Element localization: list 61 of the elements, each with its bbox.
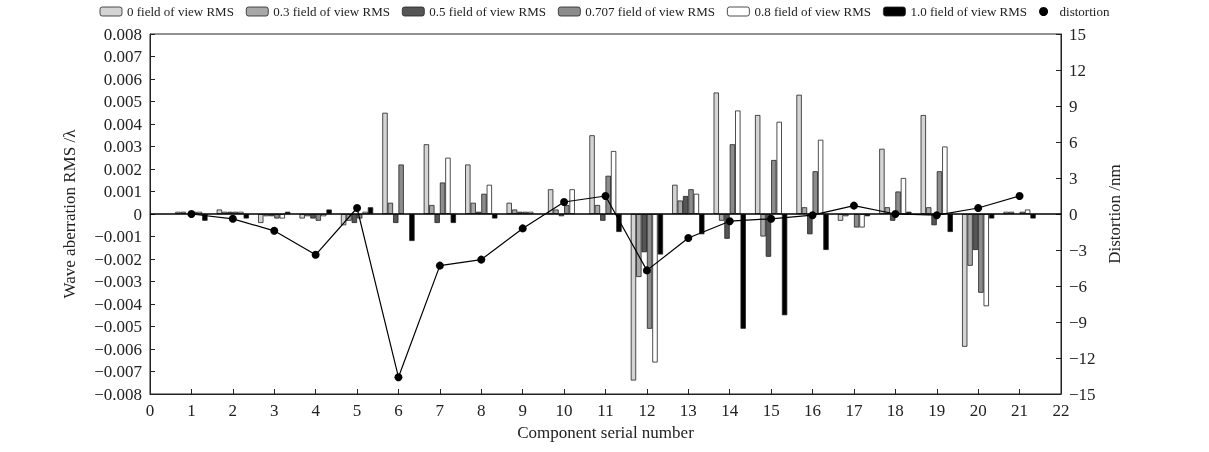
- x-tick-label: 1: [187, 401, 196, 420]
- legend-label: 0.707 field of view RMS: [585, 4, 715, 19]
- x-tick-label: 12: [638, 401, 656, 420]
- x-tick-label: 6: [394, 401, 403, 420]
- y2-tick-label: 15: [1069, 24, 1086, 44]
- y-tick-label: −0.003: [94, 272, 142, 291]
- legend-label: 0.5 field of view RMS: [429, 4, 546, 19]
- x-tick-label: 15: [762, 401, 780, 420]
- y2-tick-label: −6: [1069, 276, 1088, 296]
- x-tick-label: 20: [969, 401, 987, 420]
- y-tick-label: 0.008: [103, 24, 142, 44]
- y-tick-label: 0.003: [103, 137, 142, 156]
- y-tick-label: 0.006: [103, 69, 142, 89]
- x-tick-label: 11: [597, 401, 614, 420]
- y-tick-label: −0.004: [94, 294, 143, 314]
- x-tick-label: 16: [804, 401, 822, 420]
- x-tick-label: 5: [352, 401, 362, 420]
- y-tick-label: −0.001: [94, 227, 142, 246]
- x-tick-label: 13: [679, 401, 697, 420]
- x-tick-label: 0: [145, 401, 155, 420]
- y2-tick-label: 12: [1069, 60, 1086, 80]
- y2-tick-label: −12: [1069, 348, 1096, 368]
- x-tick-label: 3: [269, 401, 279, 420]
- x-tick-label: 19: [928, 401, 946, 420]
- x-tick-label: 8: [477, 401, 486, 420]
- x-tick-label: 10: [555, 401, 573, 420]
- legend-label: distortion: [1059, 4, 1110, 19]
- x-tick-label: 2: [228, 401, 238, 420]
- y-tick-label: −0.005: [94, 317, 142, 336]
- y-tick-label: 0.007: [103, 47, 143, 66]
- x-tick-label: 17: [845, 401, 863, 420]
- x-tick-label: 14: [721, 401, 739, 420]
- y2-tick-label: 6: [1069, 132, 1078, 152]
- x-tick-label: 18: [886, 401, 904, 420]
- legend-label: 0.3 field of view RMS: [273, 4, 390, 19]
- y-axis-title: Wave aberration RMS /λ: [60, 128, 79, 299]
- y2-tick-label: 0: [1069, 204, 1078, 224]
- legend-label: 1.0 field of view RMS: [910, 4, 1028, 19]
- y2-tick-label: −15: [1069, 384, 1096, 404]
- x-tick-label: 22: [1052, 401, 1070, 420]
- x-tick-label: 4: [311, 401, 321, 420]
- y2-tick-label: 9: [1069, 96, 1078, 116]
- y-tick-label: 0.005: [103, 92, 142, 111]
- legend-label: 0.8 field of view RMS: [754, 4, 872, 19]
- y2-axis-title: Distortion /nm: [1105, 164, 1125, 264]
- y-tick-label: 0.004: [103, 114, 143, 134]
- y-tick-label: 0.002: [103, 159, 142, 179]
- y-tick-label: −0.002: [94, 249, 142, 269]
- legend-label: 0 field of view RMS: [127, 4, 234, 19]
- y2-tick-label: −3: [1069, 240, 1088, 260]
- x-tick-label: 7: [435, 401, 445, 420]
- y-tick-label: −0.008: [94, 384, 142, 404]
- y-tick-label: 0: [133, 204, 142, 224]
- y-tick-label: −0.007: [94, 362, 143, 381]
- x-axis-title: Component serial number: [517, 422, 695, 442]
- y-tick-label: −0.006: [94, 339, 142, 359]
- y-tick-label: 0.001: [103, 182, 142, 201]
- y2-tick-label: −9: [1069, 312, 1088, 332]
- y2-tick-label: 3: [1069, 168, 1078, 188]
- x-tick-label: 9: [518, 401, 527, 420]
- x-tick-label: 21: [1011, 401, 1029, 420]
